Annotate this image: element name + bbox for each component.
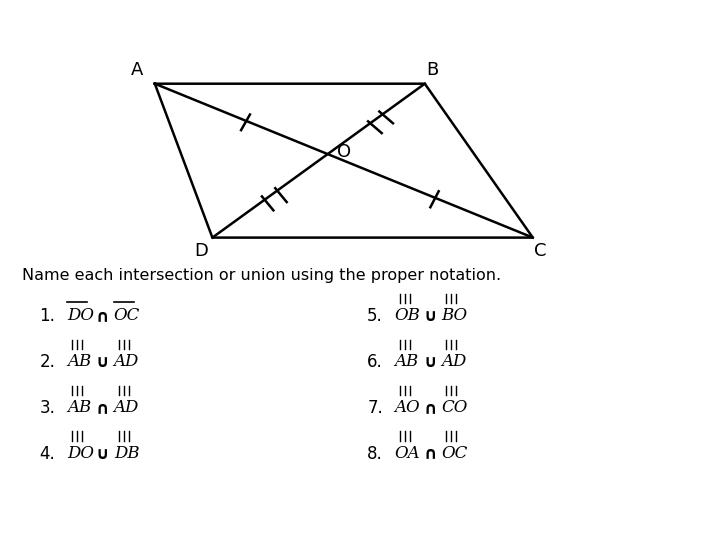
- Text: ∪: ∪: [96, 444, 109, 463]
- Text: C: C: [534, 242, 546, 260]
- Text: D: D: [194, 242, 209, 260]
- Text: CO: CO: [441, 399, 468, 416]
- Text: ∩: ∩: [96, 307, 109, 325]
- Text: DO: DO: [67, 307, 94, 325]
- Text: 1.: 1.: [40, 307, 55, 325]
- Text: BO: BO: [441, 307, 467, 325]
- Text: OC: OC: [114, 307, 140, 325]
- Text: 2.: 2.: [40, 353, 55, 371]
- Text: AB: AB: [67, 399, 91, 416]
- Text: ∩: ∩: [96, 399, 109, 417]
- Text: ∩: ∩: [423, 399, 437, 417]
- Text: 7.: 7.: [367, 399, 383, 417]
- Text: ∪: ∪: [96, 353, 109, 371]
- Text: 3.: 3.: [40, 399, 55, 417]
- Text: OB: OB: [395, 307, 420, 325]
- Text: ∩: ∩: [423, 444, 437, 463]
- Text: OC: OC: [441, 445, 468, 462]
- Text: Name each intersection or union using the proper notation.: Name each intersection or union using th…: [22, 268, 500, 283]
- Text: AB: AB: [67, 353, 91, 370]
- Text: O: O: [337, 143, 351, 161]
- Text: AD: AD: [114, 399, 139, 416]
- Text: A: A: [130, 61, 143, 79]
- Text: 4.: 4.: [40, 444, 55, 463]
- Text: ∪: ∪: [423, 353, 437, 371]
- Text: ∪: ∪: [423, 307, 437, 325]
- Text: AD: AD: [441, 353, 467, 370]
- Text: OA: OA: [395, 445, 420, 462]
- Text: B: B: [426, 61, 438, 79]
- Text: 6.: 6.: [367, 353, 383, 371]
- Text: AB: AB: [395, 353, 419, 370]
- Text: DB: DB: [114, 445, 140, 462]
- Text: 5.: 5.: [367, 307, 383, 325]
- Text: AO: AO: [395, 399, 420, 416]
- Text: AD: AD: [114, 353, 139, 370]
- Text: 8.: 8.: [367, 444, 383, 463]
- Text: DO: DO: [67, 445, 94, 462]
